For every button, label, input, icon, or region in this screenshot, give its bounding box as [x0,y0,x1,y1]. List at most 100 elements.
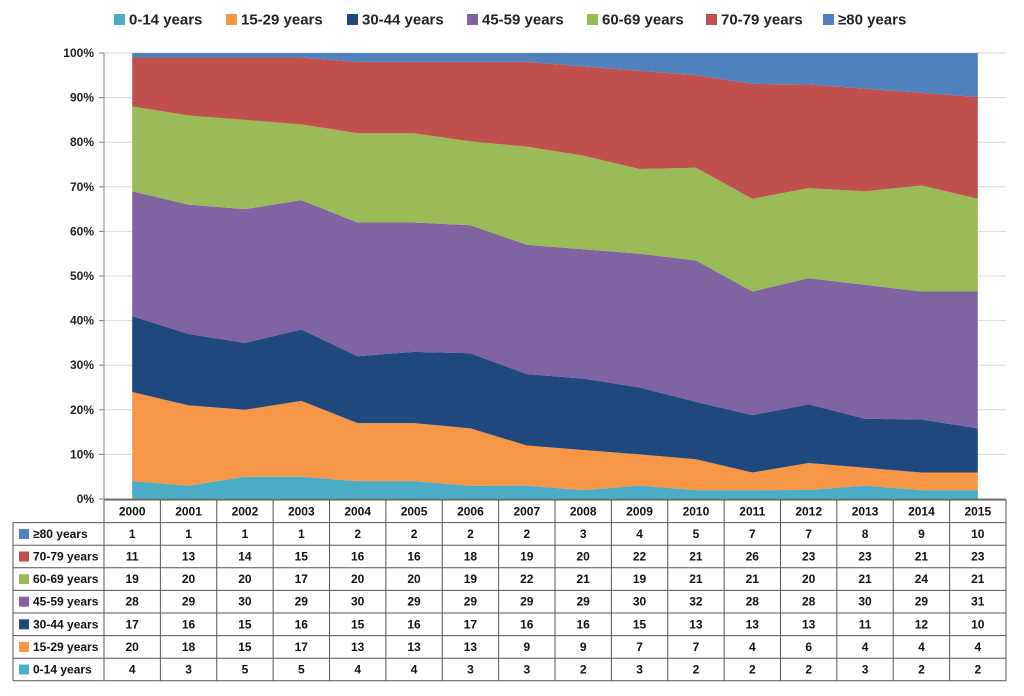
y-tick-label: 0% [77,492,95,506]
table-cell: 2 [805,663,812,677]
table-cell: 2 [354,527,361,541]
table-cell: 23 [802,550,816,564]
table-cell: 4 [862,640,869,654]
table-cell: 1 [185,527,192,541]
table-row-label: 30-44 years [33,617,99,631]
table-cell: 13 [746,617,760,631]
table-cell: 23 [858,550,872,564]
table-cell: 20 [407,572,421,586]
table-cell: 22 [520,572,534,586]
table-cell: 11 [859,617,872,631]
table-cell: 16 [182,617,196,631]
legend-label: 45-59 years [482,12,564,29]
table-cell: 5 [298,663,305,677]
table-cell: 19 [633,572,647,586]
area-15-29-years [132,391,978,491]
legend-label: 15-29 years [241,12,323,29]
table-cell: 17 [295,572,309,586]
legend-swatch [467,14,478,25]
table-cell: 7 [749,527,756,541]
table-cell: 15 [238,617,252,631]
table-cell: 2 [974,663,981,677]
table-cell: 2 [693,663,700,677]
table-cell: 13 [351,640,365,654]
table-row-label: 0-14 years [33,663,92,677]
table-cell: 24 [915,572,929,586]
table-year-header: 2001 [175,504,202,518]
table-cell: 3 [185,663,192,677]
table-year-header: 2013 [852,504,879,518]
table-cell: 30 [858,595,872,609]
table-cell: 11 [126,550,139,564]
table-cell: 2 [411,527,418,541]
table-cell: 20 [182,572,196,586]
table-cell: 4 [411,663,418,677]
y-tick-label: 60% [70,224,94,238]
table-cell: 19 [126,572,140,586]
table-cell: 2 [467,527,474,541]
table-row-label: 60-69 years [33,572,99,586]
table-cell: 26 [746,550,760,564]
table-year-header: 2009 [626,504,653,518]
table-cell: 13 [464,640,478,654]
y-tick-label: 10% [70,447,94,461]
table-cell: 9 [918,527,925,541]
table-year-header: 2007 [513,504,540,518]
plot-area [104,53,1006,500]
y-tick-label: 80% [70,135,94,149]
table-legend-key [19,664,29,675]
table-cell: 29 [407,595,421,609]
table-legend-key [19,641,29,652]
table-legend-key [19,574,29,585]
table-cell: 2 [580,663,587,677]
table-cell: 16 [295,617,309,631]
table-cell: 29 [464,595,478,609]
table-cell: 4 [918,640,925,654]
table-year-header: 2010 [683,504,710,518]
table-legend-key [19,596,29,607]
table-cell: 20 [126,640,140,654]
table-cell: 28 [802,595,816,609]
legend-swatch [706,14,717,25]
table-cell: 30 [351,595,365,609]
table-cell: 4 [129,663,136,677]
table-cell: 16 [407,550,421,564]
table-year-header: 2006 [457,504,484,518]
table-cell: 17 [126,617,140,631]
legend: 0-14 years 15-29 years 30-44 years 45-59 ye… [114,12,906,29]
table-cell: 15 [633,617,647,631]
legend-swatch [587,14,598,25]
y-axis: 0% 10% 20% 30% 40% 50% 60% 70% 80% 90% 100% [63,46,105,506]
table-cell: 30 [238,595,252,609]
table-row-label: 15-29 years [33,640,99,654]
table-year-header: 2002 [232,504,259,518]
table-year-header: 2003 [288,504,315,518]
table-cell: 17 [295,640,309,654]
table-cell: 3 [580,527,587,541]
table-year-header: 2008 [570,504,597,518]
table-cell: 7 [636,640,643,654]
table-cell: 4 [354,663,361,677]
table-cell: 22 [633,550,647,564]
table-cell: 19 [464,572,478,586]
table-cell: 12 [915,617,929,631]
table-row-label: ≥80 years [33,527,88,541]
legend-swatch [114,14,125,25]
table-cell: 28 [746,595,760,609]
table-cell: 14 [238,550,252,564]
area-30-44-years [132,316,978,473]
table-cell: 17 [464,617,478,631]
table-cell: 10 [971,617,985,631]
legend-label: 70-79 years [721,12,803,29]
table-cell: 1 [242,527,249,541]
table-cell: 23 [971,550,985,564]
y-tick-label: 30% [70,358,94,372]
table-cell: 3 [523,663,530,677]
table-legend-key [19,528,29,539]
table-cell: 13 [689,617,703,631]
table-cell: 9 [580,640,587,654]
table-cell: 32 [689,595,703,609]
table-row-label: 70-79 years [33,550,99,564]
legend-label: 0-14 years [129,12,202,29]
y-tick-label: 100% [63,46,94,60]
